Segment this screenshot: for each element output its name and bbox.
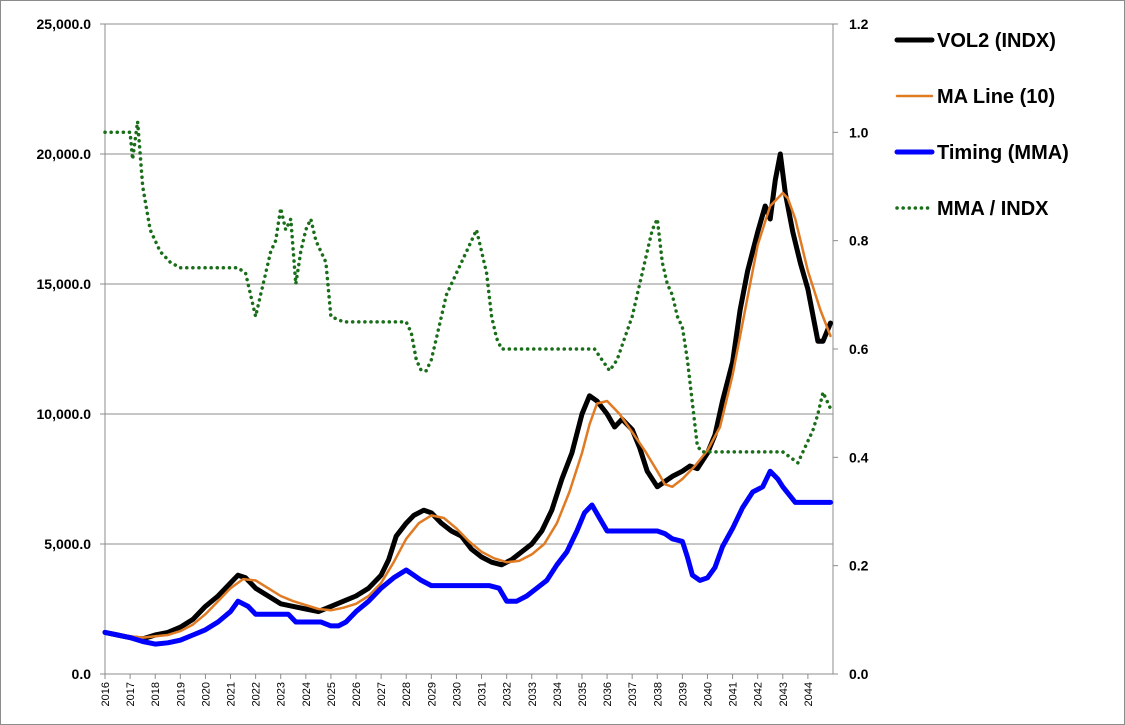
- legend-label: Timing (MMA): [937, 142, 1069, 164]
- series-line-4: [103, 119, 833, 465]
- right-axis-ticks: 0.0 0.2 0.4 0.6 0.8 1.0 1.2: [833, 16, 869, 682]
- x-tick-label: 2019: [175, 682, 187, 706]
- x-tick-label: 2037: [627, 682, 639, 706]
- right-tick-label: 0.6: [849, 341, 869, 357]
- series-line-2: [103, 191, 832, 639]
- x-tick-label: 2027: [376, 682, 388, 706]
- x-tick-label: 2043: [778, 682, 790, 706]
- x-tick-label: 2020: [200, 682, 212, 706]
- x-tick-label: 2029: [426, 682, 438, 706]
- x-tick-label: 2032: [502, 682, 514, 706]
- gridlines: [105, 23, 833, 545]
- series-line-1: [102, 151, 833, 642]
- legend-label: VOL2 (INDX): [937, 30, 1056, 52]
- right-tick-label: 1.0: [849, 124, 869, 140]
- left-tick-label: 5,000.0: [44, 536, 91, 552]
- x-tick-label: 2035: [577, 682, 589, 706]
- x-tick-label: 2026: [351, 682, 363, 706]
- x-tick-label: 2023: [276, 682, 288, 706]
- left-tick-label: 25,000.0: [37, 16, 92, 32]
- right-tick-label: 0.8: [849, 233, 869, 249]
- x-tick-label: 2036: [602, 682, 614, 706]
- x-axis-ticks: 2016 2017 2018 2019 2020 2021 2022 2023 2024 2025…: [100, 674, 815, 706]
- x-tick-label: 2038: [652, 682, 664, 706]
- x-tick-label: 2033: [527, 682, 539, 706]
- right-tick-label: 0.0: [849, 666, 869, 682]
- x-tick-label: 2016: [100, 682, 112, 706]
- x-tick-label: 2040: [702, 682, 714, 706]
- left-tick-label: 15,000.0: [37, 276, 92, 292]
- left-axis-ticks: 0.0 5,000.0 10,000.0 15,000.0 20,000.0 25,000…: [37, 16, 105, 682]
- x-tick-label: 2021: [226, 682, 238, 706]
- x-tick-label: 2031: [477, 682, 489, 706]
- x-tick-label: 2017: [125, 682, 137, 706]
- series-lines: [102, 119, 833, 647]
- legend-label: MA Line (10): [937, 86, 1055, 108]
- x-tick-label: 2024: [301, 682, 313, 706]
- x-tick-label: 2018: [150, 682, 162, 706]
- left-tick-label: 20,000.0: [37, 146, 92, 162]
- x-tick-label: 2042: [753, 682, 765, 706]
- series-line-3: [102, 468, 833, 647]
- right-tick-label: 0.4: [849, 449, 869, 465]
- x-tick-label: 2039: [677, 682, 689, 706]
- x-tick-label: 2030: [451, 682, 463, 706]
- x-tick-label: 2028: [401, 682, 413, 706]
- right-tick-label: 1.2: [849, 16, 869, 32]
- x-tick-label: 2044: [803, 682, 815, 706]
- legend: VOL2 (INDX) MA Line (10) Timing (MMA) MMA /…: [894, 30, 1069, 220]
- right-tick-label: 0.2: [849, 558, 869, 574]
- x-tick-label: 2022: [251, 682, 263, 706]
- x-tick-label: 2041: [728, 682, 740, 706]
- legend-label: MMA / INDX: [937, 198, 1049, 220]
- x-tick-label: 2025: [326, 682, 338, 706]
- x-tick-label: 2034: [552, 682, 564, 706]
- left-tick-label: 0.0: [72, 666, 92, 682]
- left-tick-label: 10,000.0: [37, 406, 92, 422]
